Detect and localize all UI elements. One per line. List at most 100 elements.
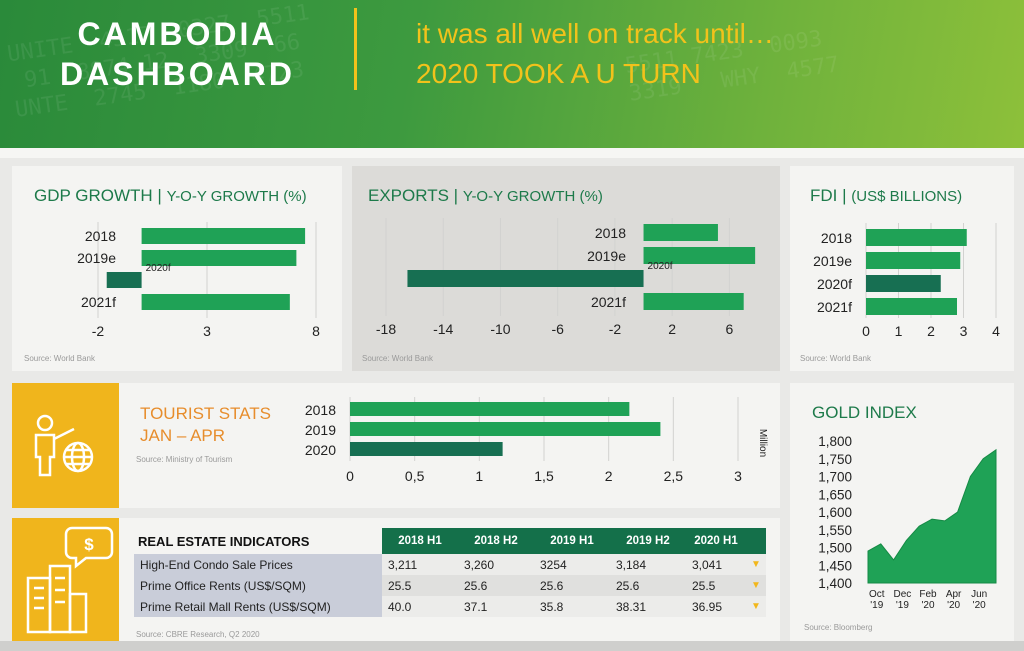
table-cell: 36.95 [686, 596, 746, 617]
gdp-growth-chart: -2 3 8 2018 2019e 2021f 2020f [77, 222, 320, 339]
tourist-source: Source: Ministry of Tourism [136, 455, 233, 464]
bar [643, 224, 718, 241]
category-label: 2021f [817, 299, 852, 315]
y-tick-label: 1,450 [818, 558, 852, 573]
down-arrow-icon: ▼ [746, 596, 766, 617]
bar [350, 422, 661, 436]
row-label: High-End Condo Sale Prices [134, 554, 382, 575]
bar [866, 298, 957, 315]
bar [141, 228, 306, 244]
table-cell: 25.5 [686, 575, 746, 596]
exports-title: EXPORTS | Y-O-Y GROWTH (%) [368, 186, 603, 205]
category-label: 2019 [305, 422, 336, 438]
y-tick-label: 1,500 [818, 541, 852, 556]
table-row: Prime Office Rents (US$/SQM) 25.5 25.6 2… [134, 575, 766, 596]
gold-index-chart: 1,800 1,750 1,700 1,650 1,600 1,550 1,500 1,450… [818, 434, 997, 611]
x-tick-label: Feb [919, 589, 937, 600]
down-arrow-icon: ▼ [746, 575, 766, 596]
dashboard-tagline: it was all well on track until… 2020 TOO… [416, 18, 774, 89]
x-tick-label: -2 [92, 323, 105, 339]
trend-column-header [746, 528, 766, 554]
row-label: Prime Retail Mall Rents (US$/SQM) [134, 596, 382, 617]
table-cell: 25.6 [534, 575, 610, 596]
category-label: 2019e [587, 248, 626, 264]
x-tick-label: 2 [605, 468, 613, 484]
bar [407, 270, 644, 287]
header-separator [0, 148, 1024, 158]
category-label: 2018 [595, 225, 626, 241]
bar [141, 294, 290, 310]
x-tick-label: -10 [490, 321, 510, 337]
category-label: 2019e [813, 253, 852, 269]
x-tick-label: -2 [609, 321, 622, 337]
buildings-money-icon: $ [26, 526, 114, 634]
bar [866, 229, 967, 246]
y-tick-label: 1,750 [818, 452, 852, 467]
table-cell: 25.6 [610, 575, 686, 596]
tourist-icon-block [12, 383, 119, 508]
table-cell: 40.0 [382, 596, 458, 617]
x-tick-label: 2,5 [664, 468, 684, 484]
x-tick-label: 2 [668, 321, 676, 337]
table-cell: 3254 [534, 554, 610, 575]
tourist-stats-panel: TOURIST STATS JAN – APR Source: Ministry… [12, 383, 780, 508]
y-tick-label: 1,550 [818, 523, 852, 538]
gdp-title: GDP GROWTH | Y-O-Y GROWTH (%) [34, 186, 307, 205]
y-tick-label: 1,400 [818, 576, 852, 591]
gold-index-panel: GOLD INDEX 1,800 1,750 1,700 1,650 1,600 1,55… [790, 383, 1014, 641]
x-tick-label: 0 [862, 323, 870, 339]
category-label: 2018 [821, 230, 852, 246]
column-header: 2018 H2 [458, 528, 534, 554]
x-tick-label: Jun [971, 589, 987, 600]
table-cell: 25.6 [458, 575, 534, 596]
x-tick-label: 4 [992, 323, 1000, 339]
gdp-source: Source: World Bank [24, 354, 95, 363]
real-estate-table: REAL ESTATE INDICATORS 2018 H1 2018 H2 2… [134, 528, 766, 617]
dashboard-header: UNITE 4517 0327 5511 91 8874 12 3309 66 … [0, 0, 1024, 148]
svg-text:$: $ [84, 535, 94, 554]
bar [350, 442, 503, 456]
category-label: 2021f [81, 294, 116, 310]
y-tick-label: 1,800 [818, 434, 852, 449]
fdi-title: FDI | (US$ BILLIONS) [810, 186, 963, 205]
fdi-source: Source: World Bank [800, 354, 871, 363]
table-cell: 38.31 [610, 596, 686, 617]
bar [866, 275, 941, 292]
x-tick-label: -18 [376, 321, 396, 337]
unit-label: Million [757, 429, 768, 457]
x-tick-label: 3 [734, 468, 742, 484]
x-tick-label: 6 [725, 321, 733, 337]
gold-source: Source: Bloomberg [804, 623, 873, 632]
exports-growth-chart: -18 -14 -10 -6 -2 2 6 2018 2019e 2021f 2020f [376, 218, 756, 337]
x-tick-label: 2 [927, 323, 935, 339]
category-label: 2019e [77, 250, 116, 266]
x-tick-label: 1 [475, 468, 483, 484]
y-tick-label: 1,700 [818, 470, 852, 485]
column-header: 2018 H1 [382, 528, 458, 554]
category-label: 2021f [591, 294, 626, 310]
tourist-chart: 0 0,5 1 1,5 2 2,5 3 2018 2019 2020 Million [305, 397, 768, 484]
down-arrow-icon: ▼ [746, 554, 766, 575]
gdp-growth-panel: GDP GROWTH | Y-O-Y GROWTH (%) -2 3 8 2018 20… [12, 166, 342, 371]
x-tick-label: Apr [946, 589, 962, 600]
fdi-chart: 0 1 2 3 4 2018 2019e 2020f 2021f [813, 223, 1000, 339]
real-estate-source: Source: CBRE Research, Q2 2020 [136, 630, 260, 639]
real-estate-icon-block: $ [12, 518, 119, 641]
bottom-edge [0, 641, 1024, 651]
y-tick-label: 1,650 [818, 487, 852, 502]
bar [106, 272, 142, 288]
column-header: 2019 H1 [534, 528, 610, 554]
header-divider [354, 8, 357, 90]
x-tick-label: 0,5 [405, 468, 425, 484]
y-tick-label: 1,600 [818, 505, 852, 520]
gold-area [867, 448, 997, 584]
x-tick-label: Oct [869, 589, 885, 600]
table-row: High-End Condo Sale Prices 3,211 3,260 3… [134, 554, 766, 575]
x-tick-label: '20 [921, 600, 934, 611]
table-cell: 3,041 [686, 554, 746, 575]
exports-source: Source: World Bank [362, 354, 433, 363]
real-estate-title: REAL ESTATE INDICATORS [138, 533, 310, 549]
tourist-title: TOURIST STATS JAN – APR [140, 404, 271, 445]
x-tick-label: '20 [973, 600, 986, 611]
bar [141, 250, 297, 266]
